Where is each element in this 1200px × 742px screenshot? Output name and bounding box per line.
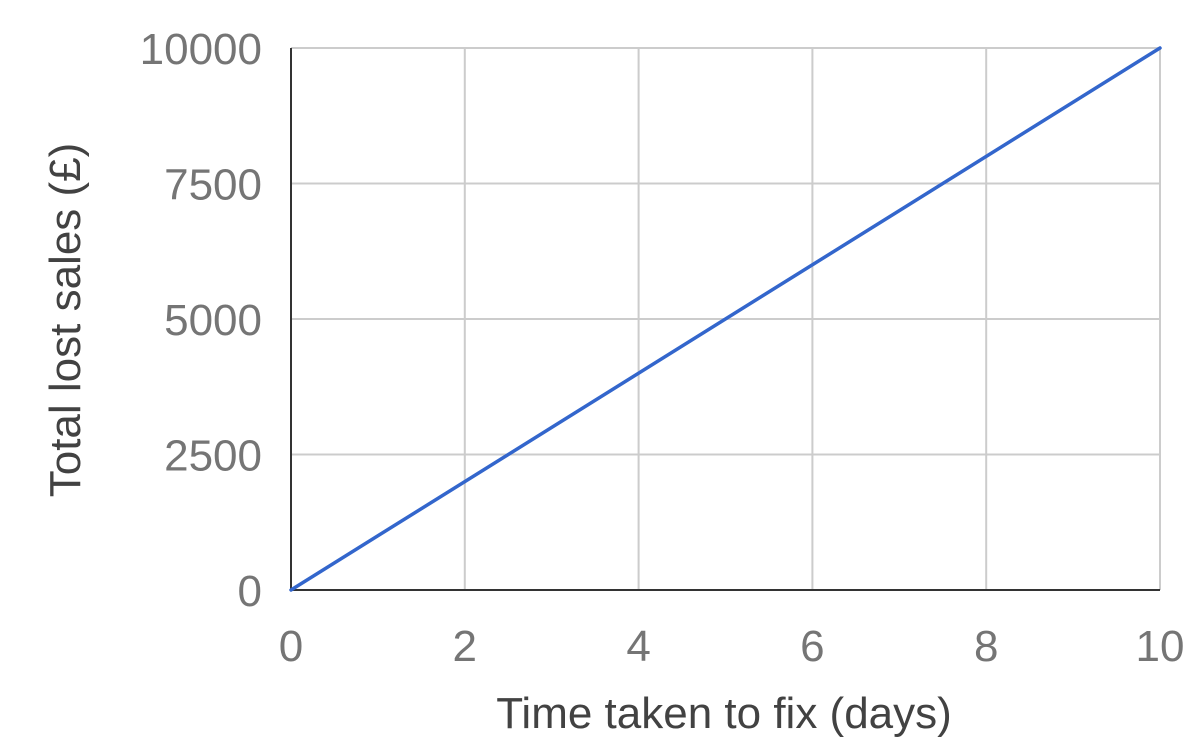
y-axis-title: Total lost sales (£) xyxy=(41,143,90,498)
x-tick-label: 10 xyxy=(1136,622,1185,671)
x-tick-label: 4 xyxy=(626,622,650,671)
y-tick-label: 2500 xyxy=(164,432,262,481)
y-tick-label: 7500 xyxy=(164,161,262,210)
x-axis-title: Time taken to fix (days) xyxy=(496,689,952,738)
y-tick-labels: 0 2500 5000 7500 10000 xyxy=(140,25,262,616)
horizontal-gridlines xyxy=(291,47,1160,456)
y-tick-label: 10000 xyxy=(140,25,262,74)
x-tick-label: 6 xyxy=(800,622,824,671)
x-tick-label: 8 xyxy=(974,622,998,671)
y-tick-label: 0 xyxy=(238,567,262,616)
y-tick-label: 5000 xyxy=(164,296,262,345)
x-tick-label: 0 xyxy=(279,622,303,671)
x-tick-labels: 0 2 4 6 8 10 xyxy=(279,622,1185,671)
series-line xyxy=(289,46,1162,592)
series-layer xyxy=(289,46,1162,592)
x-tick-label: 2 xyxy=(453,622,477,671)
